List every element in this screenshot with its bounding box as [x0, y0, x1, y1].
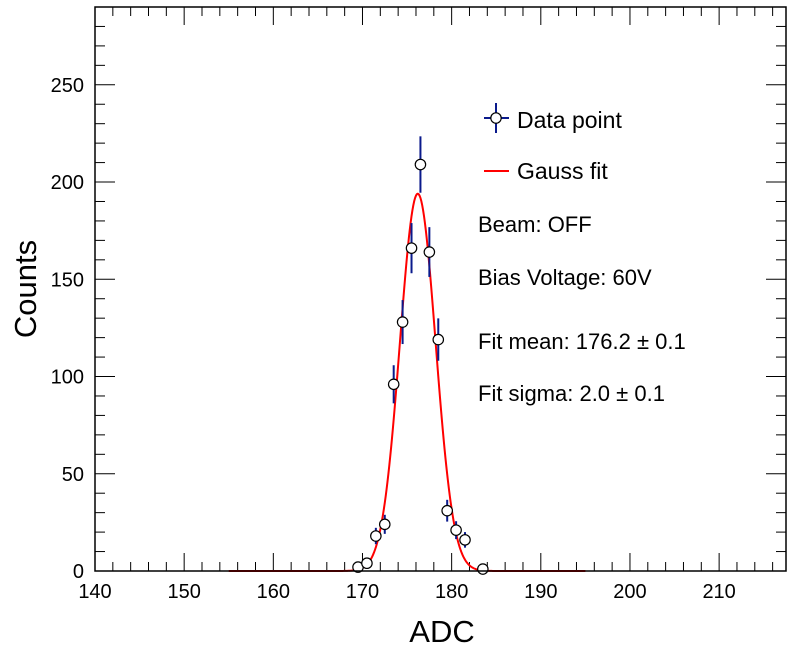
- x-tick-label: 150: [167, 581, 200, 603]
- data-point: [459, 532, 471, 548]
- data-point: [450, 521, 462, 540]
- data-point: [441, 499, 453, 522]
- plot-frame: [94, 6, 787, 572]
- data-point-marker: [414, 158, 427, 171]
- annotations: Beam: OFF Bias Voltage: 60V Fit mean: 17…: [478, 212, 686, 406]
- data-point-marker: [450, 524, 462, 536]
- data-point: [378, 514, 391, 534]
- data-point: [361, 557, 373, 570]
- data-points: [352, 136, 489, 575]
- data-point-marker: [432, 333, 445, 346]
- annotation-fit-sigma: Fit sigma: 2.0 ± 0.1: [478, 381, 665, 406]
- data-point-marker: [459, 534, 471, 546]
- data-point: [432, 318, 445, 361]
- legend-data-point-label: Data point: [517, 107, 622, 133]
- data-point: [370, 527, 382, 545]
- data-point-marker: [441, 504, 453, 517]
- data-point: [423, 227, 436, 277]
- y-tick-label: 150: [51, 269, 84, 291]
- data-point-marker: [423, 246, 436, 258]
- x-tick-label: 170: [346, 581, 379, 603]
- data-point-marker: [477, 563, 489, 575]
- x-tick-label: 190: [524, 581, 557, 603]
- annotation-fit-mean: Fit mean: 176.2 ± 0.1: [478, 329, 686, 354]
- data-point: [405, 223, 418, 274]
- data-point-marker: [370, 530, 382, 542]
- x-tick-label: 160: [257, 581, 290, 603]
- data-point: [477, 563, 489, 575]
- legend-data-point-marker: [490, 112, 502, 124]
- data-point: [387, 365, 400, 404]
- x-tick-label: 210: [702, 581, 735, 603]
- x-tick-label: 180: [435, 581, 468, 603]
- axis-tick-labels: 140 150 160 170 180 190 200 210 0 50 100 150 200 250: [51, 75, 736, 603]
- x-axis-title: ADC: [409, 614, 474, 649]
- y-tick-label: 100: [51, 367, 84, 389]
- x-tick-label: 200: [613, 581, 646, 603]
- data-point-marker: [387, 378, 400, 391]
- y-tick-label: 50: [62, 464, 84, 486]
- data-point-marker: [405, 242, 418, 254]
- annotation-beam: Beam: OFF: [478, 212, 592, 237]
- legend: Data point Gauss fit: [484, 103, 622, 184]
- annotation-bias-voltage: Bias Voltage: 60V: [478, 265, 652, 290]
- data-point: [396, 300, 409, 345]
- x-tick-label: 140: [78, 581, 111, 603]
- data-point-marker: [361, 557, 373, 570]
- y-axis-title: Counts: [8, 240, 43, 338]
- legend-gauss-fit-label: Gauss fit: [517, 158, 608, 184]
- data-point-marker: [378, 518, 391, 531]
- data-point-marker: [396, 316, 409, 328]
- y-tick-label: 0: [73, 561, 84, 583]
- data-point: [414, 136, 427, 193]
- y-tick-label: 200: [51, 172, 84, 194]
- y-tick-label: 250: [51, 75, 84, 97]
